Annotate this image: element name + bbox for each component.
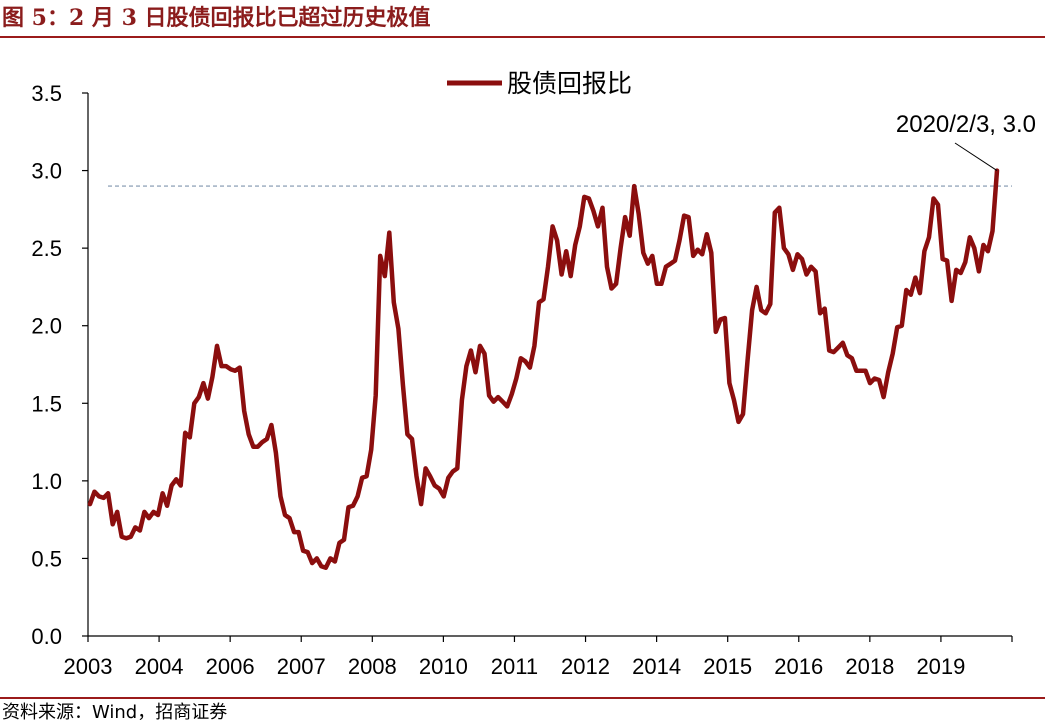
x-tick-label: 2019: [916, 654, 965, 679]
y-tick-label: 0.0: [31, 624, 62, 649]
x-tick-label: 2015: [703, 654, 752, 679]
x-tick-label: 2003: [64, 654, 113, 679]
line-chart: 0.0 0.5 1.0 1.5 2.0 2.5 3.0 3.5 2003 2004 2006 2007…: [31, 69, 1036, 679]
x-tick-label: 2014: [632, 654, 681, 679]
legend-label: 股债回报比: [507, 69, 632, 98]
x-tick-label: 2008: [348, 654, 397, 679]
x-tick-label: 2012: [561, 654, 610, 679]
x-tick-label: 2007: [277, 654, 326, 679]
x-tick-label: 2006: [206, 654, 255, 679]
x-tick-label: 2018: [845, 654, 894, 679]
x-tick-label: 2010: [419, 654, 468, 679]
annotation-leader: [954, 142, 998, 171]
y-tick-label: 3.0: [31, 159, 62, 184]
bottom-rule: [0, 697, 1045, 699]
y-tick-label: 1.0: [31, 469, 62, 494]
y-tick-label: 2.5: [31, 236, 62, 261]
top-rule: [0, 36, 1045, 38]
x-tick-label: 2004: [135, 654, 184, 679]
source-note: 资料来源：Wind，招商证券: [2, 702, 228, 723]
y-tick-label: 2.0: [31, 314, 62, 339]
x-tick-label: 2011: [491, 654, 538, 679]
x-tick-label: 2016: [774, 654, 823, 679]
annotation-label: 2020/2/3, 3.0: [896, 111, 1036, 138]
y-tick-label: 0.5: [31, 546, 62, 571]
figure-title: 图 5：2 月 3 日股债回报比已超过历史极值: [2, 5, 431, 31]
y-tick-label: 1.5: [31, 391, 62, 416]
y-tick-label: 3.5: [31, 81, 62, 106]
series-line: [87, 168, 1000, 570]
